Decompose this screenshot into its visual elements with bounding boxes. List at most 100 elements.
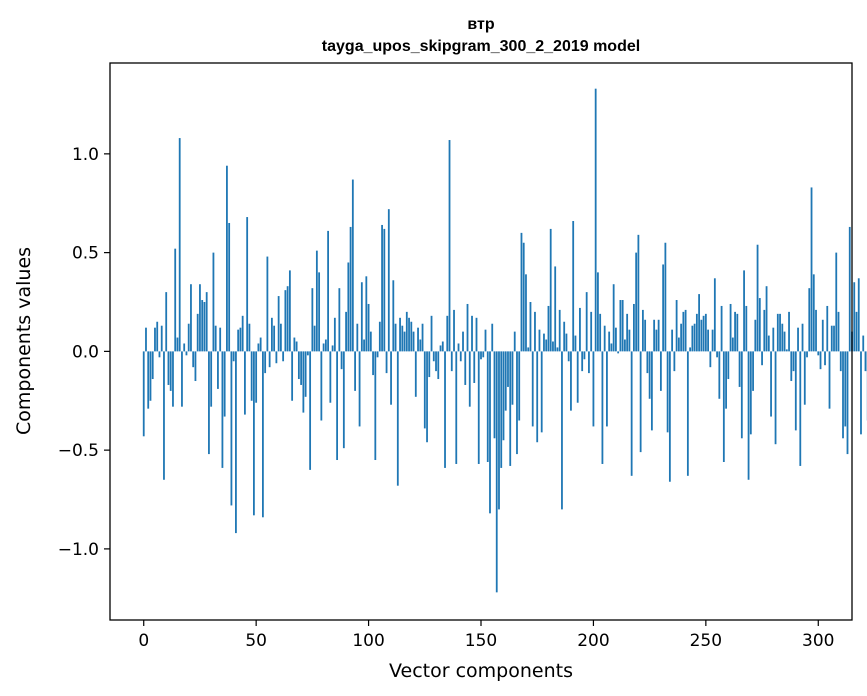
- bar-125: [423, 351, 426, 429]
- bar-216: [628, 329, 631, 352]
- bar-16: [178, 138, 181, 352]
- bar-318: [857, 278, 860, 352]
- bar-82: [327, 230, 329, 352]
- bar-151: [482, 351, 485, 358]
- bar-24: [196, 313, 199, 352]
- bar-58: [273, 325, 276, 352]
- bar-180: [547, 305, 550, 352]
- bar-287: [788, 311, 790, 352]
- bar-186: [561, 351, 563, 510]
- bar-182: [552, 341, 554, 352]
- bar-309: [837, 311, 840, 352]
- bar-317: [855, 311, 858, 352]
- bar-122: [417, 327, 419, 352]
- bar-7: [158, 351, 161, 358]
- bar-147: [473, 351, 476, 383]
- bar-44: [241, 315, 244, 352]
- x-tick-label: 200: [577, 631, 609, 651]
- bar-31: [212, 252, 215, 352]
- bar-299: [815, 309, 817, 352]
- x-tick-label: 0: [138, 631, 149, 651]
- bar-101: [369, 331, 372, 352]
- bar-133: [441, 341, 444, 352]
- bar-116: [403, 331, 406, 352]
- bar-268: [745, 305, 748, 352]
- bar-185: [558, 309, 561, 352]
- x-tick-label: 150: [465, 631, 497, 651]
- x-tick-label: 50: [245, 631, 267, 651]
- bar-77: [315, 250, 318, 352]
- bar-310: [839, 351, 842, 372]
- bar-162: [507, 351, 509, 387]
- bar-259: [725, 351, 727, 409]
- bar-25: [199, 284, 201, 352]
- bar-246: [695, 313, 698, 352]
- bar-277: [765, 286, 768, 352]
- bar-284: [781, 323, 784, 352]
- bar-36: [223, 351, 226, 417]
- bar-128: [430, 315, 433, 352]
- bar-90: [345, 311, 347, 352]
- bar-231: [662, 264, 665, 352]
- bar-157: [495, 351, 498, 593]
- bar-298: [812, 274, 815, 352]
- bar-11: [167, 351, 170, 385]
- bar-108: [385, 351, 388, 374]
- bar-307: [833, 325, 835, 352]
- bar-252: [709, 351, 712, 368]
- bar-238: [677, 337, 680, 352]
- bar-266: [740, 351, 743, 439]
- x-tick-label: 250: [690, 631, 722, 651]
- bar-51: [257, 343, 260, 352]
- bar-109: [387, 209, 390, 352]
- bar-296: [808, 288, 811, 352]
- bar-260: [727, 351, 730, 380]
- bar-319: [860, 351, 862, 435]
- bar-179: [545, 339, 548, 352]
- bar-41: [235, 351, 237, 534]
- bar-316: [853, 282, 856, 352]
- bar-187: [563, 321, 566, 352]
- bar-110: [390, 351, 392, 405]
- bar-85: [333, 317, 336, 352]
- bar-83: [329, 351, 332, 403]
- bar-290: [794, 351, 797, 431]
- bar-311: [842, 351, 844, 439]
- bar-38: [228, 222, 231, 352]
- bar-29: [208, 351, 210, 455]
- bar-174: [534, 311, 536, 352]
- bar-56: [268, 351, 271, 368]
- bar-247: [698, 294, 700, 352]
- bar-148: [475, 317, 478, 352]
- bar-126: [426, 351, 428, 443]
- bar-223: [644, 319, 647, 352]
- bar-153: [486, 351, 489, 462]
- bar-161: [504, 351, 507, 411]
- bar-241: [684, 309, 687, 352]
- bar-175: [536, 351, 539, 443]
- bars-group: [142, 88, 867, 593]
- bar-170: [525, 274, 527, 352]
- bar-275: [761, 351, 763, 366]
- bar-196: [583, 351, 586, 360]
- bar-155: [491, 323, 494, 352]
- bar-135: [446, 315, 449, 352]
- bar-137: [450, 351, 453, 372]
- bar-46: [246, 217, 249, 352]
- bar-92: [349, 226, 352, 352]
- bar-225: [648, 351, 651, 399]
- bar-195: [581, 351, 584, 372]
- bar-49: [253, 351, 255, 516]
- bar-15: [176, 337, 179, 352]
- bar-78: [318, 272, 321, 352]
- bar-302: [821, 319, 824, 352]
- bar-127: [428, 351, 431, 378]
- bar-176: [538, 329, 541, 352]
- bar-30: [210, 351, 213, 407]
- bar-167: [518, 351, 521, 421]
- y-tick-label: −1.0: [58, 540, 99, 560]
- bar-248: [700, 319, 703, 352]
- bar-118: [408, 317, 410, 352]
- bar-0: [142, 351, 145, 437]
